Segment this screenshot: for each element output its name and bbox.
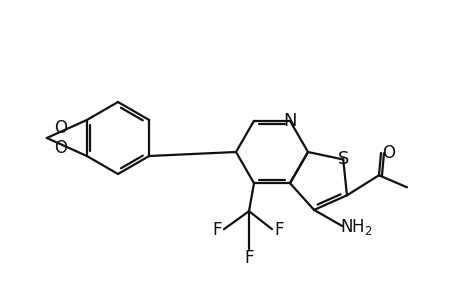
Text: S: S: [337, 151, 348, 169]
Text: O: O: [381, 144, 395, 162]
Text: F: F: [274, 221, 283, 239]
Text: F: F: [244, 249, 253, 267]
Text: F: F: [212, 221, 221, 239]
Text: NH$_2$: NH$_2$: [339, 217, 372, 237]
Text: N: N: [283, 112, 296, 130]
Text: O: O: [54, 118, 67, 136]
Text: O: O: [54, 140, 67, 158]
